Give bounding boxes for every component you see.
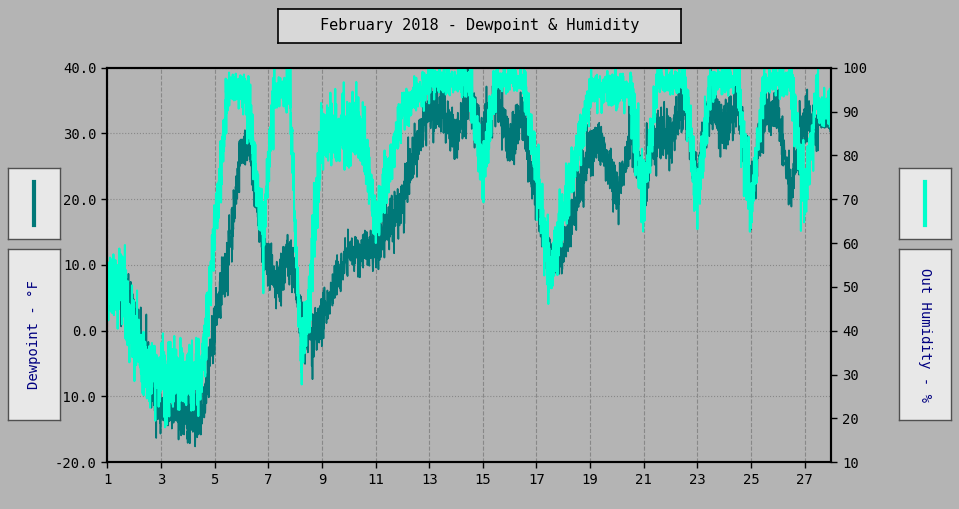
Text: Dewpoint - °F: Dewpoint - °F: [27, 280, 41, 389]
Text: February 2018 - Dewpoint & Humidity: February 2018 - Dewpoint & Humidity: [319, 18, 640, 34]
Text: Out Humidity - %: Out Humidity - %: [918, 268, 932, 402]
